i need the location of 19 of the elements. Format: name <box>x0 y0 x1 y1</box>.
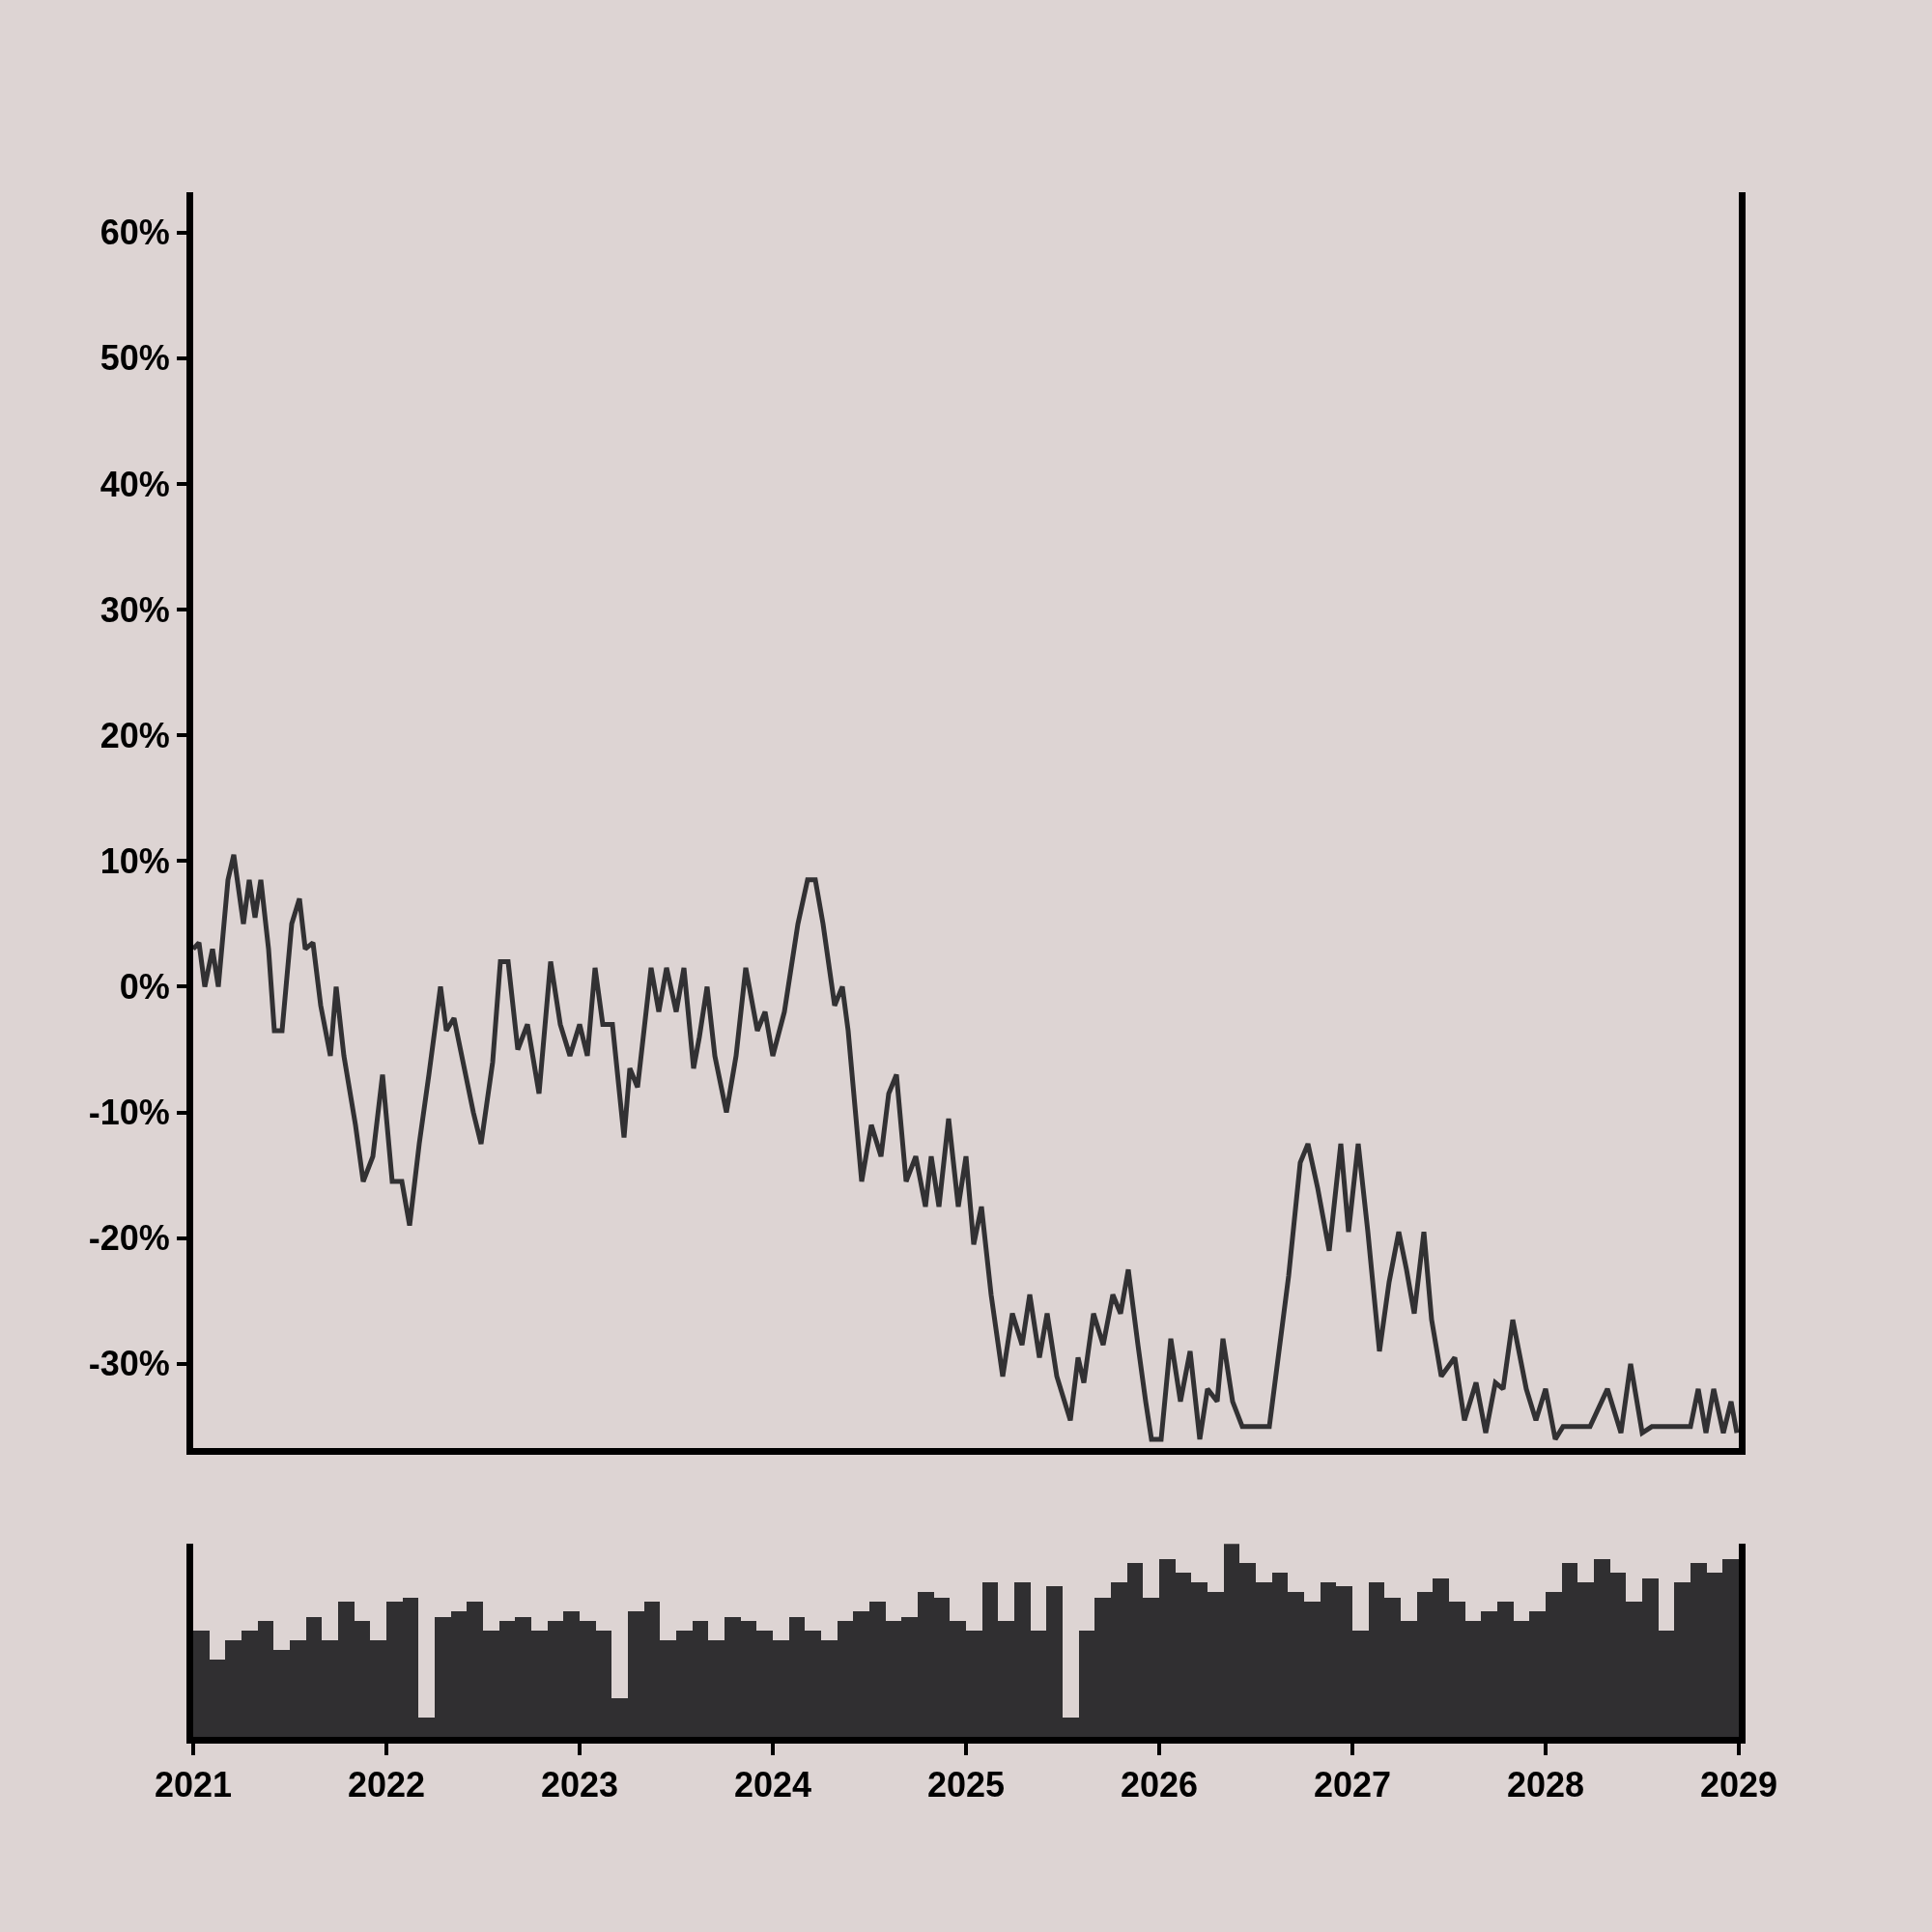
x-tick-label: 2026 <box>1120 1765 1199 1805</box>
x-tick-label: 2021 <box>154 1765 233 1805</box>
y-tick-label: 60% <box>99 213 170 253</box>
y-tick-label: 0% <box>119 967 170 1008</box>
x-tick-label: 2024 <box>733 1765 812 1805</box>
y-tick-label: -10% <box>88 1093 170 1133</box>
x-tick-label: 2029 <box>1699 1765 1778 1805</box>
x-tick-label: 2023 <box>540 1765 619 1805</box>
y-tick-label: 40% <box>99 464 170 504</box>
y-tick-label: -30% <box>88 1344 170 1384</box>
x-tick-label: 2022 <box>347 1765 426 1805</box>
x-tick-label: 2025 <box>926 1765 1006 1805</box>
y-tick-label: 20% <box>99 715 170 755</box>
y-tick-label: 30% <box>99 589 170 630</box>
y-tick-label: 10% <box>99 840 170 881</box>
x-tick-label: 2028 <box>1506 1765 1585 1805</box>
y-tick-label: -20% <box>88 1218 170 1259</box>
y-tick-label: 50% <box>99 338 170 379</box>
x-tick-label: 2027 <box>1313 1765 1392 1805</box>
